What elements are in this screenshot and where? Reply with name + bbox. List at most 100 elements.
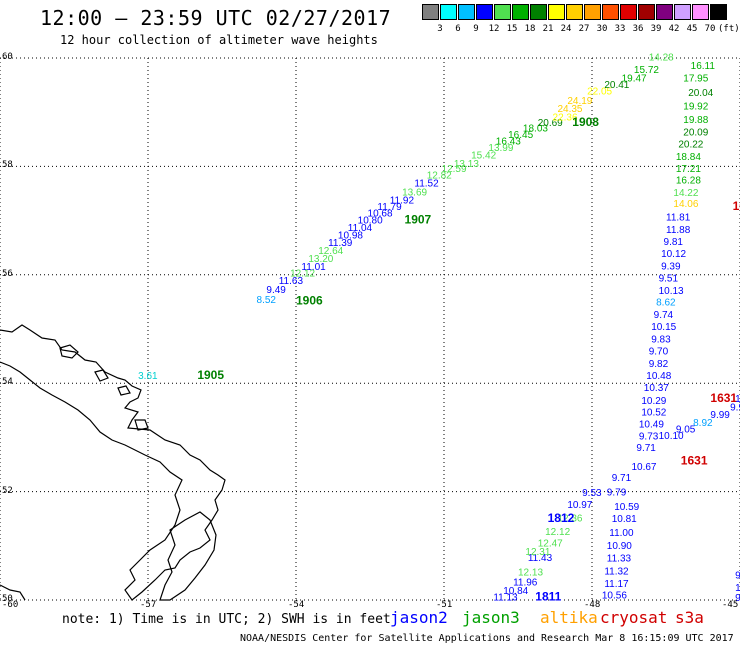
coastline-island <box>117 385 131 396</box>
swh-value: 10.68 <box>368 208 393 219</box>
swh-value: 10.98 <box>338 230 363 241</box>
swh-value: 11.63 <box>279 276 304 287</box>
swh-value: 16.28 <box>676 176 701 187</box>
swh-value: 9.71 <box>612 473 632 484</box>
swh-values: 3.618.529.4911.6312.1211.0113.2012.6411.… <box>138 53 740 604</box>
swh-value: 12.59 <box>442 164 467 175</box>
swh-value: 18.84 <box>676 152 701 163</box>
swh-value: 11.33 <box>607 554 632 565</box>
scale-label: 15 <box>506 24 518 34</box>
swh-value: 16.11 <box>691 61 716 72</box>
latitude-label: 54 <box>2 377 13 388</box>
swh-value: 10.10 <box>659 431 684 442</box>
credit-line: NOAA/NESDIS Center for Satellite Applica… <box>240 633 734 644</box>
scale-label: 6 <box>455 24 461 34</box>
longitude-label: -54 <box>288 600 305 610</box>
swh-value: 24.19 <box>567 96 592 107</box>
swh-value: 11.13 <box>493 593 518 604</box>
pass-number-label: 16 <box>733 199 740 213</box>
swh-value: 8.62 <box>656 298 676 309</box>
pass-number-label: 1906 <box>296 294 323 308</box>
swh-value: 9.51 <box>659 273 679 284</box>
swh-value-clipped: 10 <box>735 583 740 594</box>
swh-value: 19.92 <box>683 101 708 112</box>
swh-value: 20.04 <box>688 88 713 99</box>
swh-value: 12.31 <box>525 547 550 558</box>
swh-value: 24.35 <box>557 104 582 115</box>
swh-value: 12.82 <box>427 170 452 181</box>
swh-value: 10.13 <box>659 286 684 297</box>
coastline-island <box>59 344 79 359</box>
scale-swatch <box>548 4 565 20</box>
pass-number-label: 1908 <box>572 115 599 129</box>
swh-value: 20.09 <box>683 128 708 139</box>
swh-value-clipped: 9.4 <box>735 593 740 604</box>
scale-swatch <box>458 4 475 20</box>
legend-altika: altika <box>540 608 598 627</box>
scale-swatch <box>494 4 511 20</box>
swh-value: 13.69 <box>402 188 427 199</box>
pass-number-label: 1811 <box>535 590 561 604</box>
swh-value: 17.21 <box>676 164 701 175</box>
swh-value: 15.72 <box>634 65 659 76</box>
swh-value: 11.81 <box>666 213 691 224</box>
scale-label: 9 <box>473 24 479 34</box>
scale-label: 39 <box>650 24 662 34</box>
scale-label: 45 <box>686 24 698 34</box>
swh-value: 9.74 <box>654 310 674 321</box>
map-subtitle: 12 hour collection of altimeter wave hei… <box>60 33 378 47</box>
swh-value: 11.88 <box>666 225 691 236</box>
scale-label: 70 <box>704 24 716 34</box>
pass-number-label: 1905 <box>197 368 224 382</box>
swh-value: 14.06 <box>673 199 698 210</box>
legend-cryosat: cryosat <box>600 608 668 627</box>
swh-value: 11.52 <box>414 178 439 189</box>
coastline-island <box>134 419 149 431</box>
swh-value: 20.69 <box>538 118 563 129</box>
swh-value: 10.97 <box>567 500 592 511</box>
swh-value: 11.92 <box>390 195 415 206</box>
swh-value: 10.59 <box>614 502 639 513</box>
coastline-island <box>94 369 109 382</box>
swh-value: 10.80 <box>358 215 383 226</box>
swh-value: 10.29 <box>641 396 666 407</box>
scale-label: (ft) <box>718 24 740 34</box>
swh-value: 9.95 <box>730 402 740 413</box>
swh-value: 10.12 <box>661 249 686 260</box>
swh-value: 15.42 <box>471 150 496 161</box>
latitude-label: 52 <box>2 485 13 496</box>
scale-swatch <box>692 4 709 20</box>
scale-label: 42 <box>668 24 680 34</box>
longitude-label: -57 <box>140 600 157 610</box>
swh-value: 10.56 <box>602 590 627 601</box>
swh-value: 13.20 <box>308 254 333 265</box>
swh-value: 10.81 <box>612 514 637 525</box>
scale-swatch <box>602 4 619 20</box>
swh-value: 11.00 <box>609 528 634 539</box>
swh-value: 10.37 <box>644 383 669 394</box>
swh-value: 20.41 <box>604 80 629 91</box>
swh-value: 9.79 <box>607 487 627 498</box>
legend-jason2: jason2 <box>390 608 448 627</box>
latitude-label: 56 <box>2 268 13 279</box>
swh-value: 19.47 <box>622 73 647 84</box>
swh-value: 11.43 <box>528 553 553 564</box>
swh-value-clipped: 9 <box>735 570 740 581</box>
scale-label: 18 <box>524 24 536 34</box>
swh-value: 12.47 <box>538 538 563 549</box>
scale-swatch <box>476 4 493 20</box>
swh-value: 10.15 <box>651 322 676 333</box>
swh-value: 11.39 <box>328 238 353 249</box>
scale-swatch <box>620 4 637 20</box>
pass-number-label: 1812 <box>548 511 575 525</box>
swh-value: 11.96 <box>513 577 538 588</box>
swh-value: 9.73 <box>639 432 659 443</box>
scale-label: 3 <box>437 24 443 34</box>
legend-jason3: jason3 <box>462 608 520 627</box>
swh-value: 8.92 <box>693 418 713 429</box>
longitude-label: -45 <box>722 600 739 610</box>
scale-swatch <box>422 4 439 20</box>
swh-value: 11.01 <box>301 262 326 273</box>
